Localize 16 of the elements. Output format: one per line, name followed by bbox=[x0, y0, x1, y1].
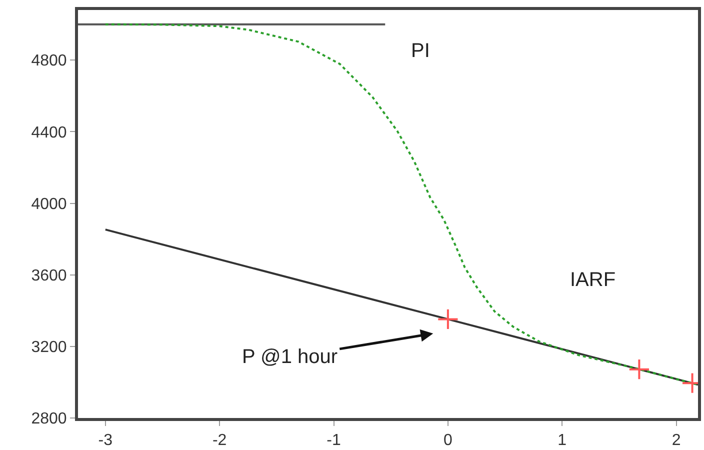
x-tick-label: -2 bbox=[212, 432, 227, 450]
y-tick-label: 3200 bbox=[31, 339, 67, 356]
x-tick-label: 0 bbox=[443, 432, 452, 450]
annotation: P @1 hour bbox=[242, 346, 338, 368]
annotation: IARF bbox=[570, 269, 616, 291]
x-tick-label: 1 bbox=[558, 432, 567, 450]
y-tick-label: 4800 bbox=[31, 52, 67, 70]
x-tick-label: 2 bbox=[672, 432, 681, 450]
line-series bbox=[104, 23, 698, 386]
annotation: PI bbox=[411, 40, 430, 62]
x-tick-label: -1 bbox=[326, 432, 341, 450]
y-tick-label: 2800 bbox=[31, 410, 67, 428]
x-tick-label: -3 bbox=[98, 432, 113, 450]
y-tick-label: 4000 bbox=[31, 196, 67, 213]
y-tick-label: 3600 bbox=[31, 267, 67, 284]
y-tick-label: 4400 bbox=[31, 124, 67, 142]
